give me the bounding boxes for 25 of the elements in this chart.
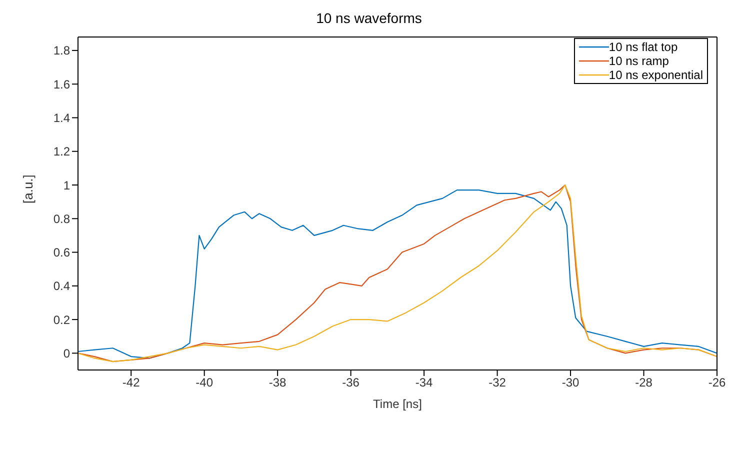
x-tick-label: -26 bbox=[708, 376, 726, 390]
x-tick-label: -36 bbox=[342, 376, 360, 390]
y-tick-label: 0 bbox=[63, 346, 70, 360]
y-tick-label: 1.8 bbox=[53, 44, 70, 58]
x-tick-label: -28 bbox=[635, 376, 653, 390]
x-tick-label: -38 bbox=[268, 376, 287, 390]
y-tick-label: 1.6 bbox=[53, 77, 70, 92]
y-tick-label: 0.2 bbox=[53, 312, 70, 327]
x-tick-label: -32 bbox=[488, 376, 506, 390]
legend-label: 10 ns exponential bbox=[608, 68, 703, 82]
y-tick-label: 0.8 bbox=[53, 212, 70, 226]
chart-title: 10 ns waveforms bbox=[315, 10, 423, 26]
legend-label: 10 ns flat top bbox=[608, 40, 678, 54]
y-axis-title: [a.u.] bbox=[20, 174, 36, 204]
legend-label: 10 ns ramp bbox=[608, 54, 669, 68]
x-tick-label: -30 bbox=[562, 376, 580, 390]
x-tick-label: -40 bbox=[196, 376, 214, 390]
y-tick-label: 1 bbox=[63, 178, 70, 192]
x-tick-label: -34 bbox=[415, 376, 434, 390]
y-tick-label: 0.6 bbox=[53, 246, 70, 260]
y-tick-label: 1.2 bbox=[53, 144, 70, 159]
x-tick-label: -42 bbox=[122, 376, 140, 390]
y-tick-label: 1.4 bbox=[53, 110, 70, 125]
x-axis-title: Time [ns] bbox=[373, 397, 422, 411]
y-tick-label: 0.4 bbox=[53, 279, 70, 294]
